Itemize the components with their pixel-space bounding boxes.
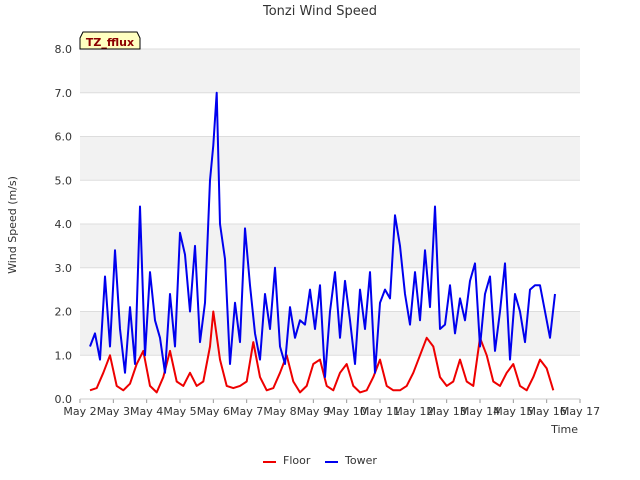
x-tick-label: May 17 xyxy=(560,405,600,418)
badge-box xyxy=(79,31,141,50)
y-tick-label: 1.0 xyxy=(55,349,73,362)
series-line-floor xyxy=(89,310,555,394)
plot-band xyxy=(80,136,580,181)
y-tick-label: 8.0 xyxy=(55,43,73,56)
legend-label-floor: Floor xyxy=(283,454,311,467)
badge-text: TZ_fflux xyxy=(86,36,134,49)
badge: TZ_fflux xyxy=(79,31,141,50)
x-tick-label: May 2 xyxy=(63,405,96,418)
x-tick-label: May 12 xyxy=(393,405,433,418)
x-tick-label: May 15 xyxy=(493,405,533,418)
y-tick-label: 4.0 xyxy=(55,218,73,231)
series-line-tower xyxy=(89,91,556,379)
x-tick-label: May 13 xyxy=(427,405,467,418)
series-lines xyxy=(89,91,556,394)
y-tick-label: 6.0 xyxy=(55,131,73,144)
x-axis-ticks: May 2 May 3 May 4 May 5 May 6 May 7 May 8 May 9… xyxy=(63,399,600,418)
x-tick-label: May 7 xyxy=(230,405,263,418)
y-tick-label: 5.0 xyxy=(55,174,73,187)
legend-label-tower: Tower xyxy=(344,454,377,467)
x-tick-label: May 9 xyxy=(297,405,330,418)
x-tick-label: May 14 xyxy=(460,405,500,418)
x-tick-label: May 8 xyxy=(263,405,296,418)
x-tick-label: May 6 xyxy=(197,405,230,418)
x-tick-label: May 4 xyxy=(130,405,163,418)
x-tick-label: May 11 xyxy=(360,405,400,418)
y-axis-label: Wind Speed (m/s) xyxy=(6,176,19,274)
x-tick-label: May 16 xyxy=(527,405,567,418)
legend: Floor Tower xyxy=(263,454,377,467)
x-tick-label: May 10 xyxy=(327,405,367,418)
y-tick-label: 0.0 xyxy=(55,393,73,406)
y-axis-ticks: 0.0 1.0 2.0 3.0 4.0 5.0 6.0 7.0 8.0 xyxy=(55,43,73,406)
chart-title: Tonzi Wind Speed xyxy=(262,4,377,19)
x-axis-label: Time xyxy=(550,423,578,436)
plot-band xyxy=(80,49,580,93)
y-tick-label: 2.0 xyxy=(55,306,73,319)
y-tick-label: 3.0 xyxy=(55,262,73,275)
y-tick-label: 7.0 xyxy=(55,87,73,100)
x-tick-label: May 5 xyxy=(163,405,196,418)
plot-band xyxy=(80,224,580,268)
x-tick-label: May 3 xyxy=(97,405,130,418)
